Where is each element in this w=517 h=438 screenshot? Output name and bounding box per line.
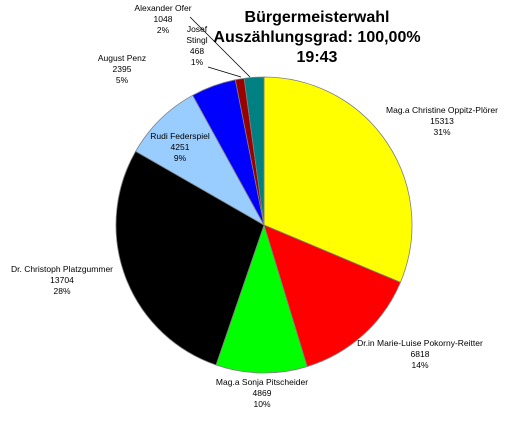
slice-labels: Mag.a Christine Oppitz-Plörer 15313 31% Dr.… — [11, 3, 498, 409]
pie-slice-dr-christoph-platzgummer — [115, 150, 265, 366]
chart-title-line-1: Bürgermeisterwahl — [245, 9, 390, 26]
chart-title-line-2: Auszählungsgrad: 100,00% — [213, 29, 420, 46]
leader-lines — [189, 16, 251, 78]
leader-line-josef-stingl — [207, 66, 242, 78]
slice-label-josef-stingl: Josef Stingl 468 1% — [186, 24, 207, 67]
slice-label-alexander-ofer: Alexander Ofer 1048 2% — [134, 3, 191, 35]
slice-label-mag-a-sonja-pitscheider: Mag.a Sonja Pitscheider 4869 10% — [216, 377, 308, 409]
pie-slice-mag-a-sonja-pitscheider — [215, 223, 308, 374]
pie-slice-dr-in-marie-luise-pokorny-reitter — [263, 224, 401, 368]
slice-label-mag-a-christine-oppitz-plorer: Mag.a Christine Oppitz-Plörer 15313 31% — [386, 105, 498, 137]
pie-slice-mag-a-christine-oppitz-plorer — [263, 76, 413, 283]
slice-label-rudi-federspiel: Rudi Federspiel 4251 9% — [150, 131, 210, 163]
slice-label-dr-christoph-platzgummer: Dr. Christoph Platzgummer 13704 28% — [11, 264, 113, 296]
chart-title-line-3: 19:43 — [297, 49, 338, 66]
slice-label-august-penz: August Penz 2395 5% — [98, 53, 146, 85]
leader-line-alexander-ofer — [189, 16, 251, 78]
pie-slices — [115, 76, 413, 374]
slice-label-dr-in-marie-luise-pokorny-reitter: Dr.in Marie-Luise Pokorny-Reitter 6818 14% — [357, 338, 483, 370]
pie-slice-alexander-ofer — [243, 76, 265, 226]
